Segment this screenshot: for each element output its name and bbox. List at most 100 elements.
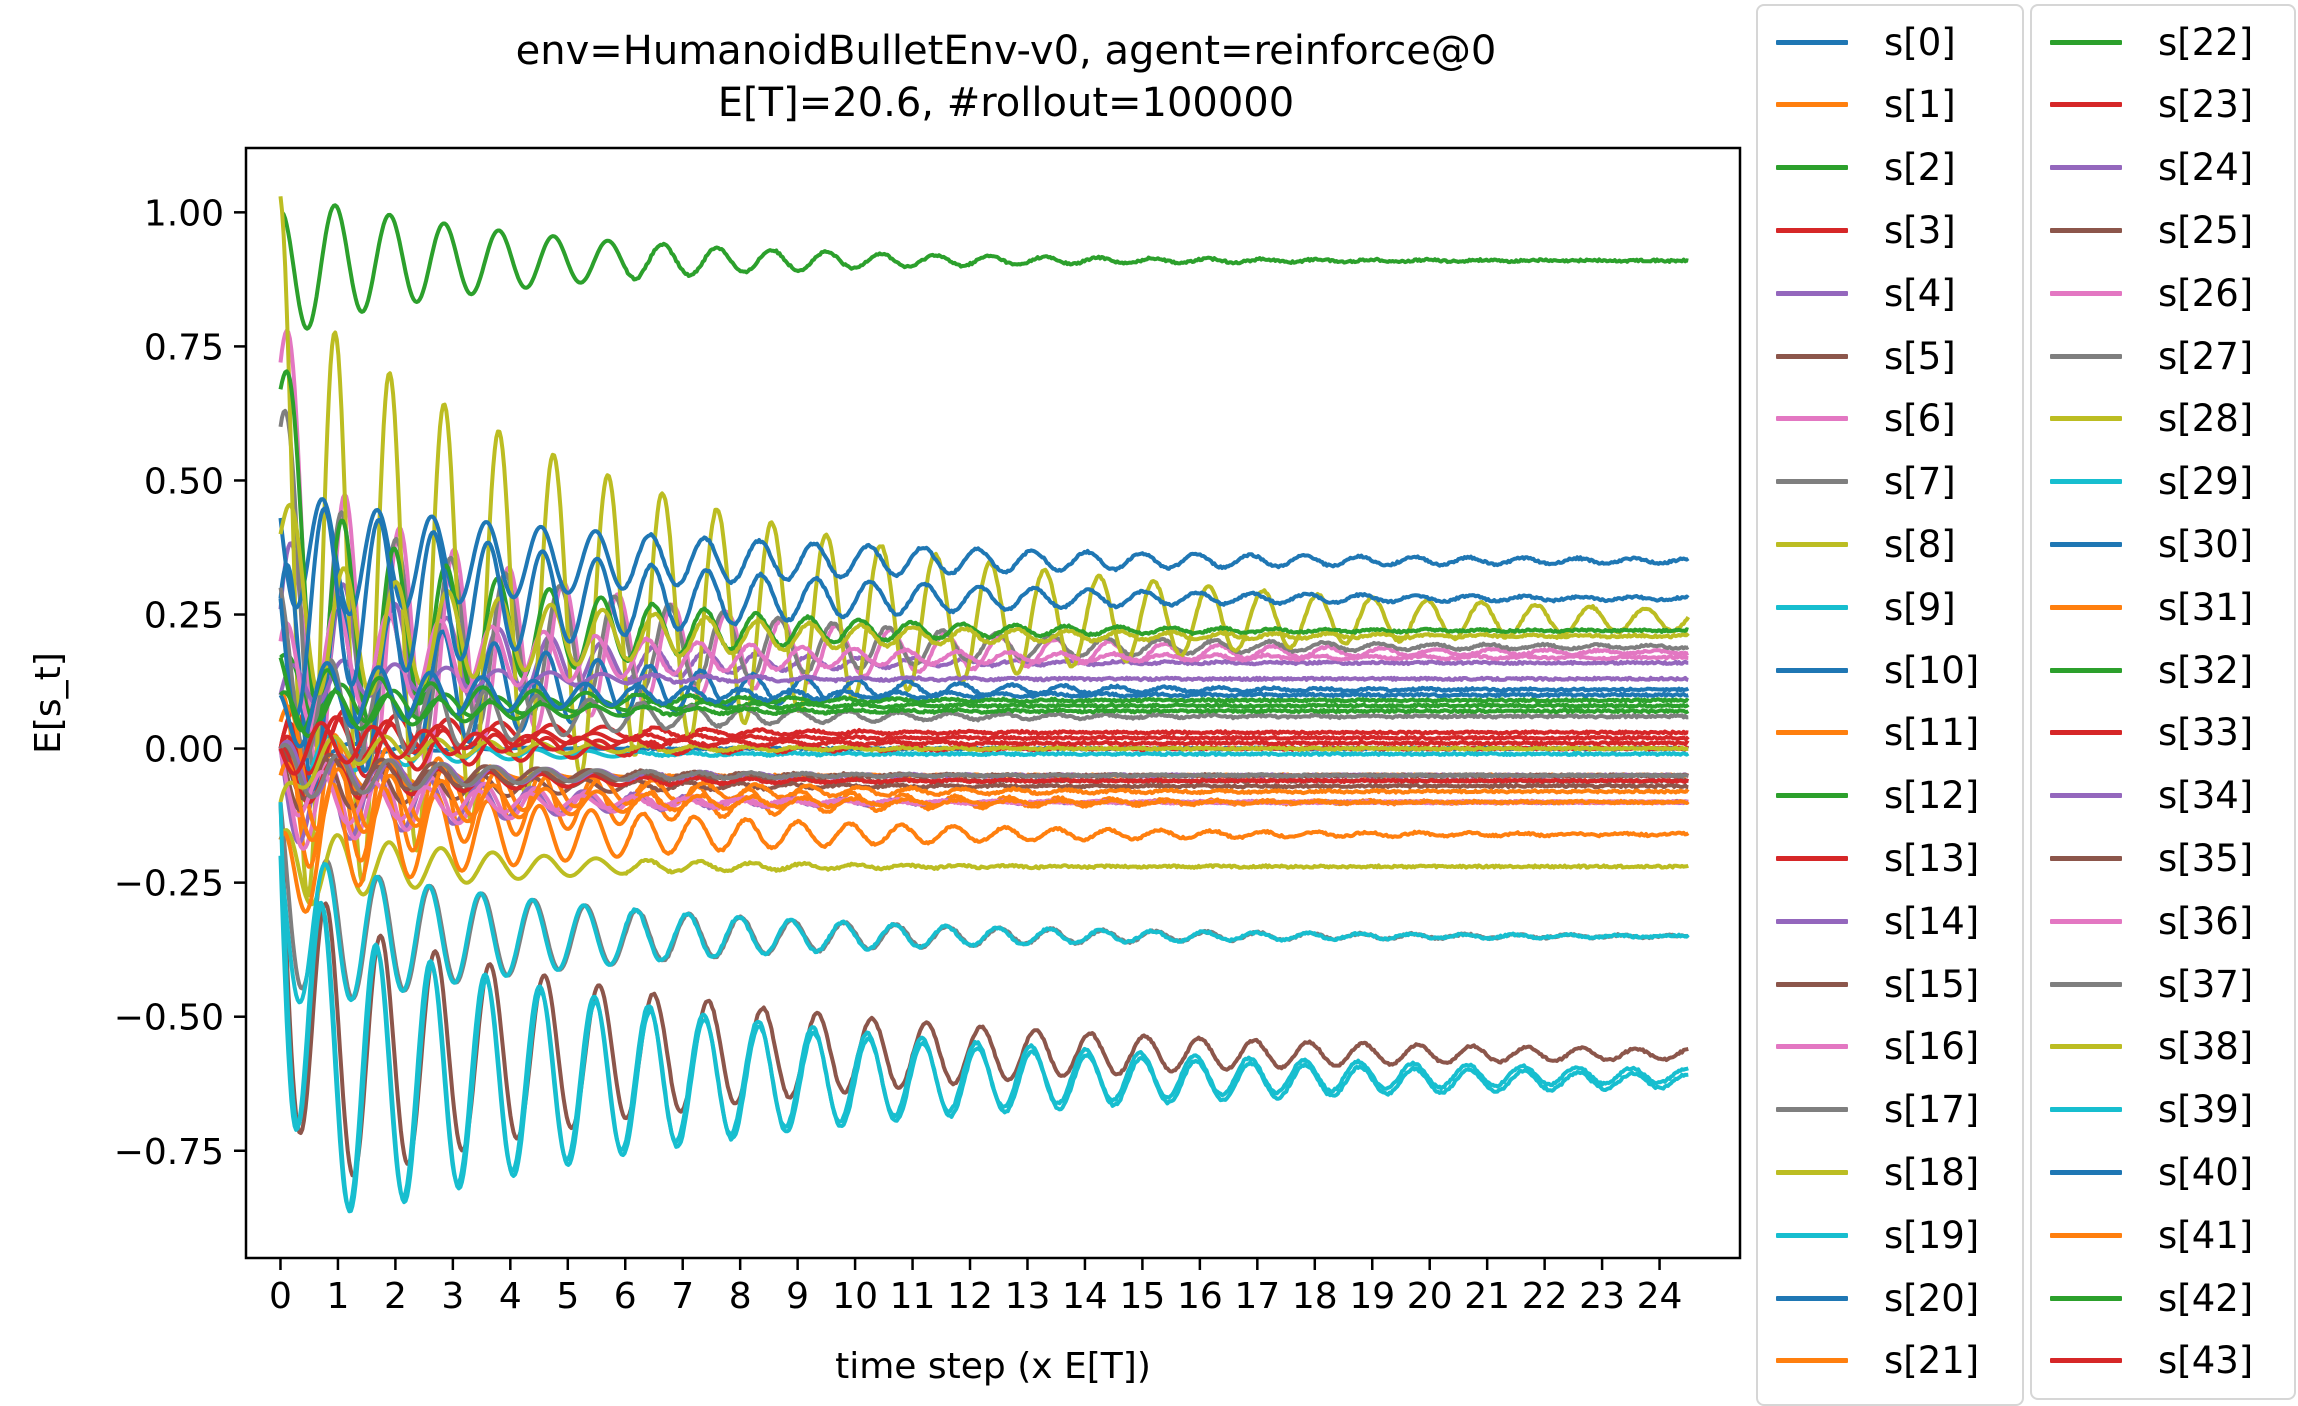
- x-axis-label: time step (x E[T]): [835, 1346, 1151, 1387]
- series-line-2: [280, 203, 1689, 331]
- plot-lines: [278, 196, 1691, 1214]
- legend-item: s[23]: [2032, 83, 2253, 127]
- legend-label: s[14]: [1884, 899, 1980, 943]
- plot-frame: [244, 146, 1742, 1260]
- y-axis-label: E[s_t]: [28, 652, 69, 754]
- legend-item: s[15]: [1758, 962, 1979, 1006]
- legend-item: s[32]: [2032, 648, 2253, 692]
- legend-item: s[26]: [2032, 271, 2253, 315]
- series-line-15: [278, 802, 1689, 1178]
- legend-item: s[42]: [2032, 1276, 2253, 1320]
- legend-label: s[29]: [2158, 460, 2254, 504]
- legend-label: s[5]: [1884, 334, 1956, 378]
- legend-label: s[32]: [2158, 648, 2254, 692]
- series-line-21: [278, 782, 1690, 914]
- legend-item: s[34]: [2032, 774, 2253, 818]
- legend-label: s[11]: [1884, 711, 1980, 755]
- x-tick-label: 13: [1005, 1276, 1051, 1317]
- legend-label: s[37]: [2158, 962, 2254, 1006]
- legend-swatch: [1776, 1232, 1848, 1238]
- legend-label: s[12]: [1884, 774, 1980, 818]
- legend-swatch: [2050, 918, 2122, 924]
- legend-swatch: [2050, 353, 2122, 359]
- legend-item: s[40]: [2032, 1150, 2253, 1194]
- legend-label: s[36]: [2158, 899, 2254, 943]
- legend-label: s[40]: [2158, 1150, 2254, 1194]
- series-line-18: [278, 828, 1690, 907]
- legend-swatch: [2050, 416, 2122, 422]
- legend-swatch: [1776, 604, 1848, 610]
- legend-swatch: [1776, 1107, 1848, 1113]
- legend-swatch: [1776, 918, 1848, 924]
- legend-item: s[30]: [2032, 522, 2253, 566]
- x-tick-label: 15: [1119, 1276, 1165, 1317]
- legend-swatch: [1776, 1358, 1848, 1364]
- legend-label: s[39]: [2158, 1088, 2254, 1132]
- legend-item: s[5]: [1758, 334, 1956, 378]
- x-tick-label: 1: [326, 1276, 349, 1317]
- legend-label: s[3]: [1884, 208, 1956, 252]
- legend-item: s[13]: [1758, 836, 1979, 880]
- line-chart: env=HumanoidBulletEnv-v0, agent=reinforc…: [28, 28, 1742, 1387]
- x-tick-label: 19: [1349, 1276, 1395, 1317]
- legend-swatch: [2050, 102, 2122, 108]
- legend-swatch: [1776, 981, 1848, 987]
- legend-swatch: [1776, 416, 1848, 422]
- x-tick-label: 20: [1407, 1276, 1453, 1317]
- legend-label: s[26]: [2158, 271, 2254, 315]
- series-line-42: [278, 689, 1690, 739]
- legend-label: s[18]: [1884, 1150, 1980, 1194]
- legend-item: s[41]: [2032, 1213, 2253, 1257]
- legend-label: s[17]: [1884, 1088, 1980, 1132]
- legend-swatch: [2050, 1107, 2122, 1113]
- legend-swatch: [2050, 1358, 2122, 1364]
- legend-swatch: [1776, 541, 1848, 547]
- y-tick-label: 0.75: [144, 327, 224, 368]
- x-tick-label: 0: [269, 1276, 292, 1317]
- x-tick-label: 11: [890, 1276, 936, 1317]
- legend-label: s[41]: [2158, 1213, 2254, 1257]
- series-line-29: [278, 855, 1690, 1005]
- x-tick-label: 5: [556, 1276, 579, 1317]
- legend-swatch: [1776, 1169, 1848, 1175]
- legend-label: s[16]: [1884, 1025, 1980, 1069]
- legend-swatch: [1776, 227, 1848, 233]
- y-tick-label: −0.25: [114, 864, 224, 905]
- x-tick-label: 21: [1464, 1276, 1510, 1317]
- legend-label: s[10]: [1884, 648, 1980, 692]
- legend-swatch: [2050, 1169, 2122, 1175]
- legend-item: s[35]: [2032, 836, 2253, 880]
- legend-item: s[37]: [2032, 962, 2253, 1006]
- legend-label: s[34]: [2158, 774, 2254, 818]
- legend-label: s[27]: [2158, 334, 2254, 378]
- series-line-40: [278, 661, 1689, 749]
- series-line-33: [280, 746, 1690, 805]
- x-tick-label: 24: [1637, 1276, 1683, 1317]
- legend-item: s[38]: [2032, 1025, 2253, 1069]
- legend-item: s[12]: [1758, 774, 1979, 818]
- series-line-43: [278, 720, 1690, 776]
- legend-label: s[28]: [2158, 397, 2254, 441]
- legend-item: s[3]: [1758, 208, 1956, 252]
- legend-label: s[33]: [2158, 711, 2254, 755]
- legend-swatch: [1776, 479, 1848, 485]
- legend-label: s[8]: [1884, 522, 1956, 566]
- legend-swatch: [2050, 227, 2122, 233]
- x-tick-label: 7: [671, 1276, 694, 1317]
- legend-item: s[39]: [2032, 1088, 2253, 1132]
- legend-swatch: [2050, 541, 2122, 547]
- legend-swatch: [2050, 667, 2122, 673]
- legend-item: s[36]: [2032, 899, 2253, 943]
- legend-swatch: [2050, 793, 2122, 799]
- legend-item: s[10]: [1758, 648, 1979, 692]
- legend-label: s[30]: [2158, 522, 2254, 566]
- y-tick-label: 1.00: [144, 193, 224, 234]
- legend-label: s[19]: [1884, 1213, 1980, 1257]
- legend-swatch: [1776, 667, 1848, 673]
- series-line-6: [278, 328, 1690, 789]
- legend-item: s[24]: [2032, 146, 2253, 190]
- legend-label: s[2]: [1884, 146, 1956, 190]
- x-tick-label: 6: [614, 1276, 637, 1317]
- x-tick-label: 8: [729, 1276, 752, 1317]
- x-tick-label: 22: [1522, 1276, 1568, 1317]
